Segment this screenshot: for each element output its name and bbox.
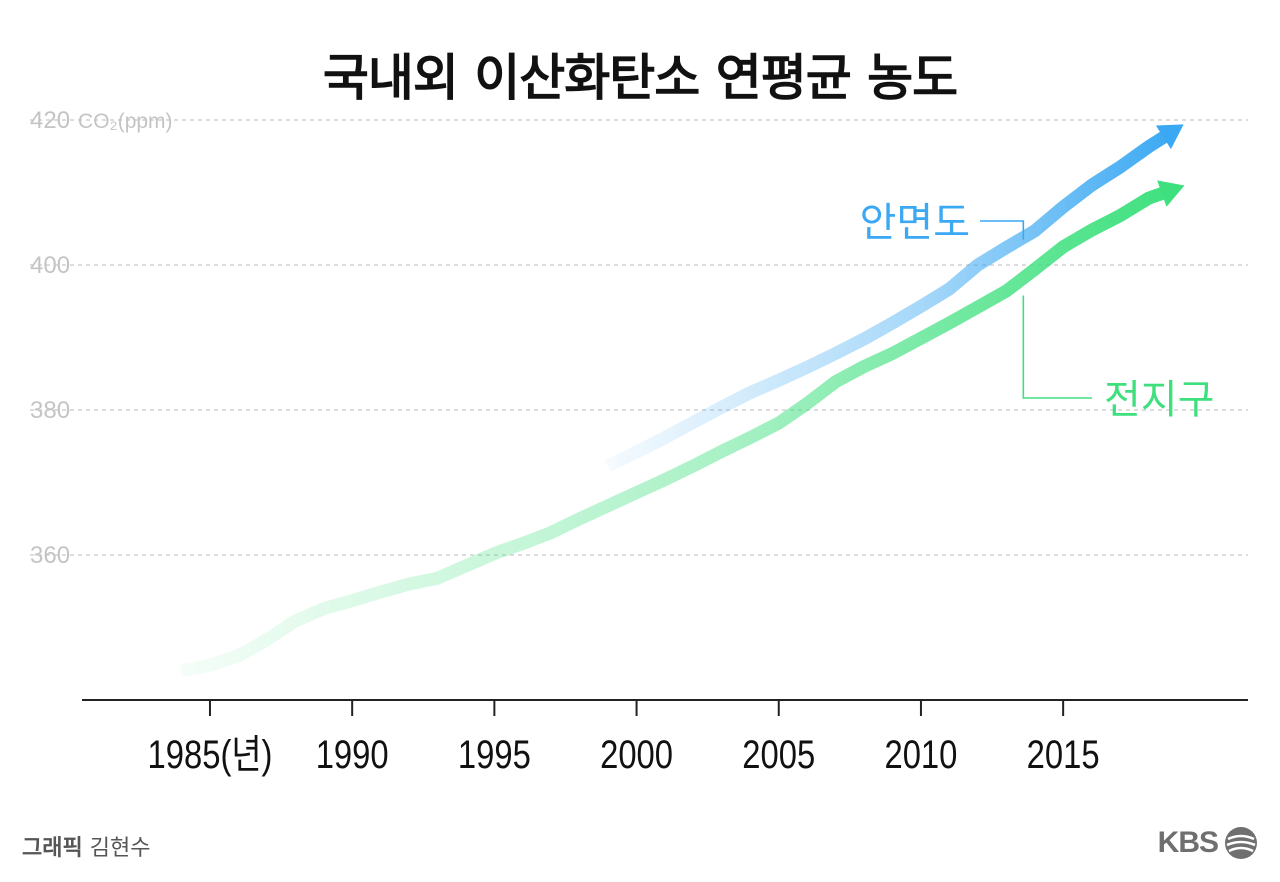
kbs-logo: KBS: [1158, 826, 1258, 860]
x-tick-label: 1995: [458, 732, 531, 777]
y-tick-label: 420 CO₂(ppm): [30, 107, 173, 134]
credit-name: 김현수: [89, 836, 151, 861]
y-tick-label: 380: [30, 397, 70, 424]
series-lines: [180, 124, 1185, 678]
grid-lines: [30, 119, 1248, 556]
y-tick-label: 360: [30, 542, 70, 569]
x-axis: 1985(년) 1990 1995 2000 2005 2010 2015: [82, 699, 1248, 777]
series-line: [605, 130, 1169, 472]
x-tick-label: 2010: [884, 732, 957, 777]
x-tick-label: 2005: [742, 732, 815, 777]
kbs-logo-text: KBS: [1157, 826, 1219, 859]
series-arrowhead: [1157, 180, 1185, 207]
x-tick-label: 1990: [316, 732, 389, 777]
x-tick-label: 2000: [600, 732, 673, 777]
chart-title: 국내외 이산화탄소 연평균 농도: [322, 49, 958, 107]
series-line: [180, 186, 1166, 678]
leader-line-anmyeondo: [980, 220, 1025, 240]
series-label-global: 전지구: [1104, 377, 1214, 423]
y-tick-label: 400: [30, 252, 70, 279]
credit-role: 그래픽: [22, 836, 83, 861]
co2-line-chart: 360 380 400 420 CO₂(ppm) 1985(년) 1990 1995 2000…: [30, 107, 1248, 777]
x-tick-label: 1985(년): [148, 732, 273, 777]
leader-line-global: [1022, 295, 1092, 399]
x-tick-label: 2015: [1027, 732, 1100, 777]
y-unit-label: CO₂(ppm): [78, 110, 173, 133]
y-axis-ticks: 360 380 400 420 CO₂(ppm): [30, 107, 173, 569]
kbs-emblem-icon: [1225, 827, 1257, 859]
series-label-anmyeondo: 안면도: [860, 200, 970, 246]
series-arrowhead: [1155, 124, 1184, 150]
graphic-credit: 그래픽 김현수: [22, 830, 150, 862]
